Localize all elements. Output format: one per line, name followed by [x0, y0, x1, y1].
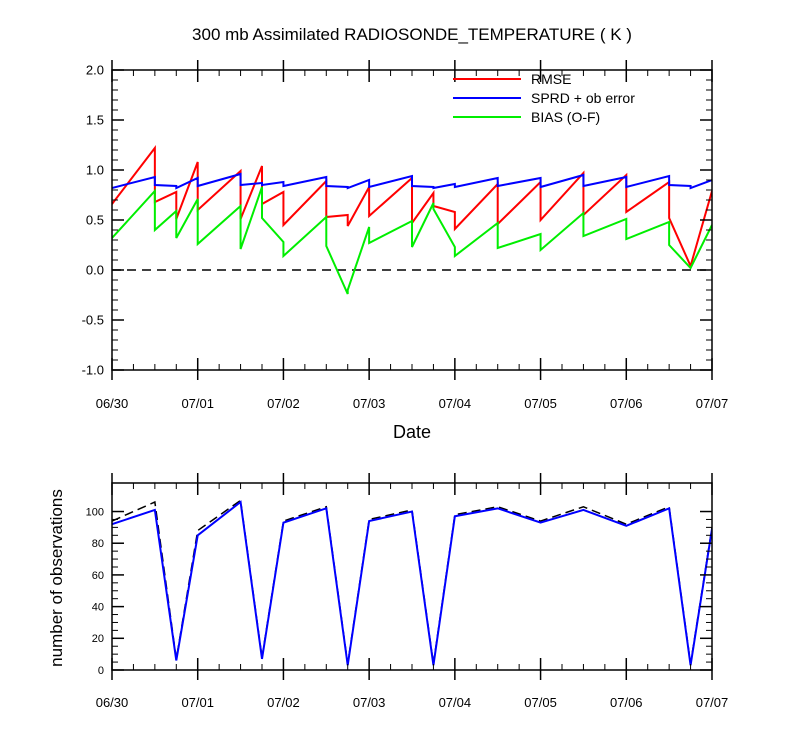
chart-title: 300 mb Assimilated RADIOSONDE_TEMPERATUR… — [192, 25, 632, 44]
top-x-tick-label: 07/06 — [610, 396, 643, 411]
bottom-x-tick-label: 07/01 — [181, 695, 214, 710]
bottom-x-tick-label: 07/02 — [267, 695, 300, 710]
bottom-plot: 06/30 07/01 07/02 07/03 07/04 07/05 07/06 07/07… — [86, 473, 729, 710]
top-x-tick-label: 06/30 — [96, 396, 129, 411]
top-y-tick-label: 1.0 — [86, 163, 104, 178]
top-x-tick-label: 07/03 — [353, 396, 386, 411]
bottom-y-tick-label: 0 — [98, 665, 104, 677]
legend-label-2: BIAS (O-F) — [531, 109, 600, 125]
y-axis-label: number of observations — [47, 489, 66, 667]
bottom-x-tick-label: 07/07 — [696, 695, 729, 710]
top-x-tick-label: 07/07 — [696, 396, 729, 411]
top-x-tick-label: 07/02 — [267, 396, 300, 411]
top-y-tick-label: -1.0 — [82, 363, 104, 378]
bottom-x-tick-label: 07/05 — [524, 695, 557, 710]
bottom-x-tick-label: 07/06 — [610, 695, 643, 710]
top-x-tick-label: 07/04 — [439, 396, 472, 411]
top-x-tick-label: 07/01 — [181, 396, 214, 411]
bottom-y-tick-label: 20 — [92, 633, 104, 645]
x-axis-label: Date — [393, 422, 431, 442]
bottom-series-1-line — [112, 500, 712, 666]
top-series-2-line — [112, 186, 712, 295]
top-series-0-line — [112, 145, 712, 269]
bottom-x-tick-label: 06/30 — [96, 695, 129, 710]
bottom-y-tick-label: 100 — [86, 506, 104, 518]
top-plot: 06/30 07/01 07/02 07/03 07/04 07/05 07/06 07/07… — [82, 60, 729, 411]
top-y-tick-label: 0.0 — [86, 263, 104, 278]
legend-label-0: RMSE — [531, 71, 571, 87]
top-y-tick-label: 2.0 — [86, 63, 104, 78]
legend-label-1: SPRD + ob error — [531, 90, 635, 106]
bottom-y-tick-label: 80 — [92, 538, 104, 550]
bottom-x-tick-label: 07/04 — [439, 695, 472, 710]
bottom-series-0-line — [112, 499, 712, 664]
top-y-tick-label: -0.5 — [82, 313, 104, 328]
bottom-x-tick-label: 07/03 — [353, 695, 386, 710]
top-y-tick-label: 1.5 — [86, 113, 104, 128]
top-y-tick-label: 0.5 — [86, 213, 104, 228]
bottom-y-tick-label: 40 — [92, 601, 104, 613]
top-series-1-line — [112, 172, 712, 190]
top-x-tick-label: 07/05 — [524, 396, 557, 411]
bottom-y-tick-label: 60 — [92, 570, 104, 582]
